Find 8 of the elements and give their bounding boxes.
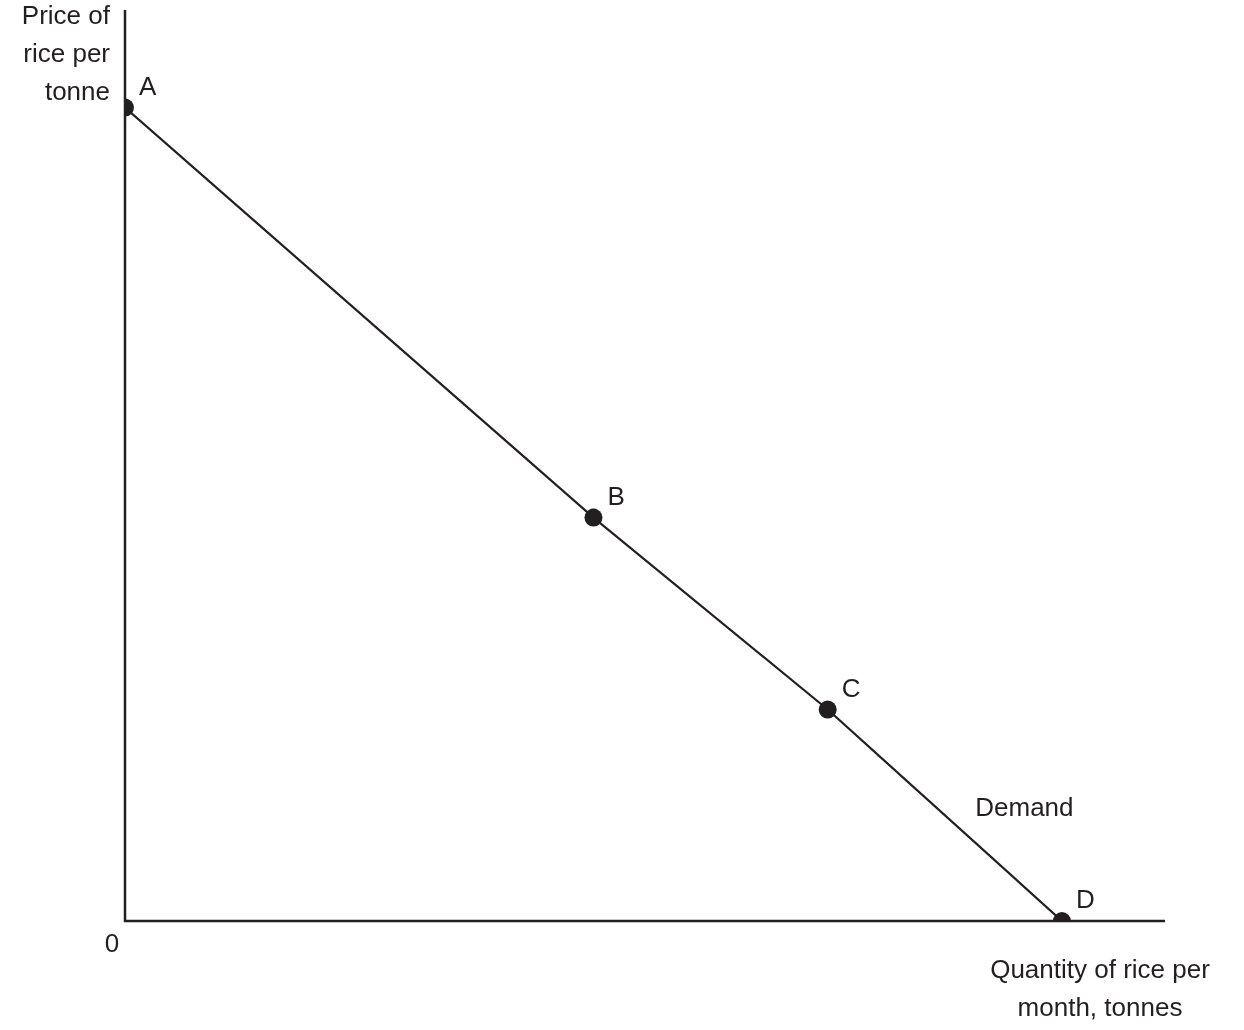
annotation: Demand — [975, 792, 1074, 823]
annotation: C — [841, 672, 861, 703]
y-axis-title: Price of rice per tonne — [20, 0, 110, 108]
annotation: B — [607, 480, 625, 511]
annotation: D — [1075, 884, 1095, 915]
text: A — [139, 70, 157, 101]
text: 0 — [104, 928, 120, 959]
x-axis-title: Quantity of rice per month, tonnes — [989, 953, 1211, 1024]
